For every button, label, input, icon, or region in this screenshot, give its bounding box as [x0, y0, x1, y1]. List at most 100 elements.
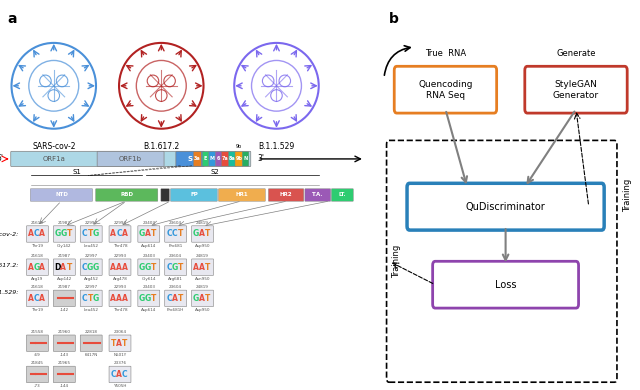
- Text: T: T: [178, 262, 183, 272]
- Text: Y505H: Y505H: [113, 384, 127, 388]
- Text: b: b: [389, 12, 399, 26]
- FancyBboxPatch shape: [80, 259, 102, 275]
- Text: 22993: 22993: [113, 254, 127, 258]
- Text: G: G: [93, 294, 99, 303]
- Text: 23403: 23403: [142, 254, 156, 258]
- FancyBboxPatch shape: [161, 189, 170, 201]
- Text: A: A: [122, 294, 128, 303]
- Text: A: A: [122, 229, 128, 239]
- FancyBboxPatch shape: [11, 151, 251, 167]
- FancyBboxPatch shape: [138, 259, 160, 275]
- FancyBboxPatch shape: [170, 189, 218, 201]
- Text: Quencoding
RNA Seq: Quencoding RNA Seq: [418, 80, 473, 100]
- FancyBboxPatch shape: [53, 290, 76, 307]
- FancyBboxPatch shape: [109, 335, 131, 351]
- Text: Arg478: Arg478: [113, 277, 127, 281]
- Text: 22997: 22997: [84, 254, 98, 258]
- Text: Training: Training: [392, 245, 401, 278]
- FancyBboxPatch shape: [191, 226, 214, 242]
- FancyBboxPatch shape: [305, 189, 331, 201]
- Text: A: A: [110, 294, 116, 303]
- FancyBboxPatch shape: [164, 226, 187, 242]
- Text: Asp614: Asp614: [141, 308, 156, 312]
- FancyBboxPatch shape: [138, 226, 160, 242]
- Text: A: A: [116, 339, 122, 348]
- Text: QuDiscriminator: QuDiscriminator: [466, 202, 545, 212]
- Text: LT.: LT.: [339, 193, 346, 197]
- Text: HR2: HR2: [280, 193, 292, 197]
- Text: A: A: [110, 229, 116, 239]
- FancyBboxPatch shape: [26, 335, 49, 351]
- Text: 3': 3': [257, 154, 264, 163]
- Text: T: T: [88, 294, 93, 303]
- Text: 9b: 9b: [236, 144, 242, 149]
- Text: -143: -143: [60, 353, 69, 357]
- Text: 24819: 24819: [196, 221, 209, 225]
- Text: Arg681: Arg681: [168, 277, 183, 281]
- Text: G: G: [33, 262, 40, 272]
- Text: T: T: [205, 294, 210, 303]
- Text: Leu452: Leu452: [84, 244, 99, 248]
- Text: 22997: 22997: [84, 285, 98, 289]
- Text: N501Y: N501Y: [113, 353, 127, 357]
- Text: 3a: 3a: [194, 156, 201, 161]
- FancyBboxPatch shape: [164, 290, 187, 307]
- Text: C: C: [111, 370, 116, 379]
- Text: -144: -144: [60, 384, 69, 388]
- FancyBboxPatch shape: [30, 189, 93, 201]
- Text: T: T: [205, 262, 210, 272]
- Text: 21987: 21987: [58, 254, 71, 258]
- Text: A: A: [198, 229, 205, 239]
- FancyBboxPatch shape: [109, 259, 131, 275]
- FancyBboxPatch shape: [95, 189, 158, 201]
- Text: Gly142: Gly142: [57, 244, 72, 248]
- Text: Thr478: Thr478: [113, 308, 127, 312]
- FancyBboxPatch shape: [193, 152, 201, 166]
- Text: C: C: [172, 229, 177, 239]
- Text: A: A: [172, 294, 178, 303]
- FancyBboxPatch shape: [26, 259, 49, 275]
- FancyBboxPatch shape: [407, 183, 604, 230]
- Text: 23604: 23604: [169, 285, 182, 289]
- FancyBboxPatch shape: [235, 152, 243, 166]
- Text: ORF1a: ORF1a: [42, 156, 65, 162]
- Text: Leu452: Leu452: [84, 308, 99, 312]
- FancyBboxPatch shape: [332, 189, 353, 201]
- Text: C: C: [166, 262, 172, 272]
- Text: G: G: [172, 262, 178, 272]
- Text: 6: 6: [217, 156, 220, 161]
- Text: 24819: 24819: [196, 254, 209, 258]
- Text: T: T: [111, 339, 116, 348]
- Text: A: A: [116, 262, 122, 272]
- Text: 21987: 21987: [58, 221, 71, 225]
- Text: A: A: [28, 229, 34, 239]
- FancyBboxPatch shape: [221, 152, 229, 166]
- Text: 22993: 22993: [113, 285, 127, 289]
- Text: A: A: [116, 370, 122, 379]
- Text: FP: FP: [190, 193, 198, 197]
- Text: 23403: 23403: [142, 285, 156, 289]
- Text: T: T: [151, 294, 156, 303]
- Text: E: E: [204, 156, 207, 161]
- Text: K417N: K417N: [84, 353, 98, 357]
- FancyBboxPatch shape: [80, 226, 102, 242]
- Text: C: C: [116, 229, 122, 239]
- Text: T: T: [122, 339, 127, 348]
- Text: 21965: 21965: [58, 362, 71, 365]
- Text: A: A: [198, 294, 205, 303]
- Text: Thr19: Thr19: [31, 308, 44, 312]
- Text: 23604: 23604: [169, 254, 182, 258]
- FancyBboxPatch shape: [209, 152, 216, 166]
- Text: A: A: [28, 294, 34, 303]
- Text: C: C: [166, 294, 172, 303]
- Text: G: G: [139, 294, 145, 303]
- Text: SARS-cov-2:: SARS-cov-2:: [0, 232, 19, 236]
- Text: B.1.1.529:: B.1.1.529:: [0, 290, 19, 295]
- Text: 23064: 23064: [113, 330, 127, 334]
- FancyBboxPatch shape: [218, 189, 266, 201]
- Text: 21987: 21987: [58, 285, 71, 289]
- FancyBboxPatch shape: [202, 152, 209, 166]
- FancyBboxPatch shape: [176, 151, 204, 167]
- Text: a: a: [8, 12, 17, 26]
- Text: G: G: [93, 262, 99, 272]
